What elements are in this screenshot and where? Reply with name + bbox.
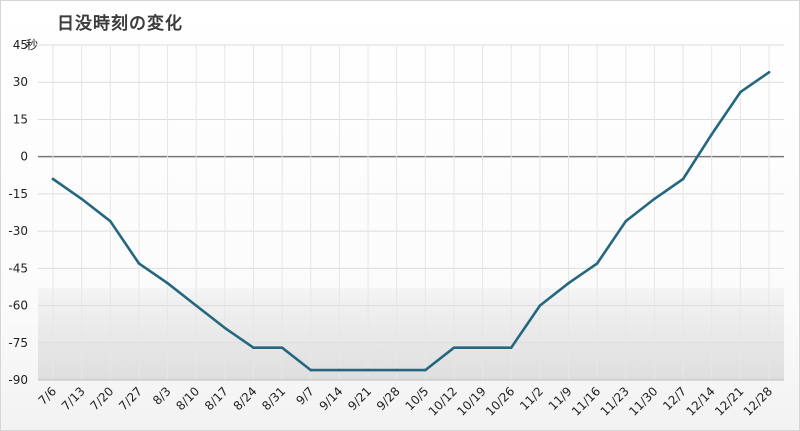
x-tick-label: 10/26 [483, 384, 517, 418]
series-layer [51, 70, 771, 372]
data-point [452, 346, 456, 350]
data-point [338, 368, 341, 372]
y-tick-label: 15 [13, 112, 28, 126]
chart-title: 日没時刻の変化 [57, 14, 183, 34]
x-axis: 7/6 7/13 7/20 7/27 8/3 8/10 8/17 8/24 8/31 9/7 9/1… [36, 384, 776, 418]
x-tick-label: 9/7 [293, 384, 317, 408]
x-tick-label: 12/21 [712, 384, 746, 418]
y-tick-label: -60 [8, 299, 28, 313]
x-tick-label: 8/3 [150, 384, 174, 408]
y-tick-label: -30 [8, 224, 28, 238]
y-tick-label: -90 [8, 373, 28, 387]
x-tick-label: 11/2 [517, 384, 546, 413]
x-tick-label: 7/27 [116, 384, 145, 413]
x-tick-label: 11/16 [569, 384, 603, 418]
y-tick-label: -15 [8, 187, 28, 201]
data-point [309, 368, 313, 372]
grid [38, 44, 784, 381]
y-tick-label: -75 [8, 336, 28, 350]
x-tick-label: 11/30 [626, 384, 660, 418]
x-tick-label: 8/17 [202, 384, 231, 413]
x-tick-label: 10/19 [454, 384, 488, 418]
data-point [481, 346, 484, 350]
data-point [395, 368, 398, 372]
data-point [595, 262, 599, 265]
data-point [108, 219, 112, 223]
data-point [509, 346, 513, 350]
y-tick-label: 0 [20, 150, 28, 164]
series-line [51, 71, 771, 372]
y-unit-label: 秒 [26, 38, 38, 52]
data-point [710, 133, 714, 136]
y-tick-label: 45 [13, 38, 28, 52]
data-point [624, 219, 628, 223]
x-tick-label: 9/28 [374, 384, 403, 413]
data-point [681, 177, 685, 181]
x-tick-label: 9/21 [345, 384, 374, 413]
x-tick-label: 7/20 [87, 384, 116, 413]
data-point [194, 304, 198, 307]
data-point [567, 281, 570, 285]
x-tick-label: 12/14 [683, 384, 717, 418]
x-tick-label: 11/23 [598, 384, 632, 418]
y-tick-label: 30 [13, 75, 28, 89]
data-point [223, 326, 227, 330]
x-tick-label: 12/28 [741, 384, 775, 418]
x-tick-label: 8/31 [259, 384, 288, 413]
data-point [767, 70, 771, 74]
data-point [366, 368, 370, 372]
x-tick-label: 8/24 [231, 384, 260, 413]
data-point [424, 368, 427, 372]
plot-bottom-shading [38, 288, 784, 380]
x-tick-label: 8/10 [173, 384, 202, 413]
x-tick-label: 10/12 [426, 384, 460, 418]
data-point [280, 346, 284, 350]
y-axis: 45 30 15 0 -15 -30 -45 -60 -75 -90 [8, 38, 28, 387]
data-point [137, 262, 141, 265]
y-tick-label: -45 [8, 261, 28, 275]
data-point [653, 197, 656, 201]
x-tick-label: 9/14 [317, 384, 346, 413]
x-tick-label: 7/6 [36, 384, 60, 408]
data-point [51, 177, 55, 181]
data-point [538, 304, 542, 307]
x-tick-label: 7/13 [59, 384, 88, 413]
data-point [80, 197, 83, 201]
data-point [166, 281, 169, 285]
data-point [252, 346, 255, 350]
data-point [739, 90, 742, 94]
